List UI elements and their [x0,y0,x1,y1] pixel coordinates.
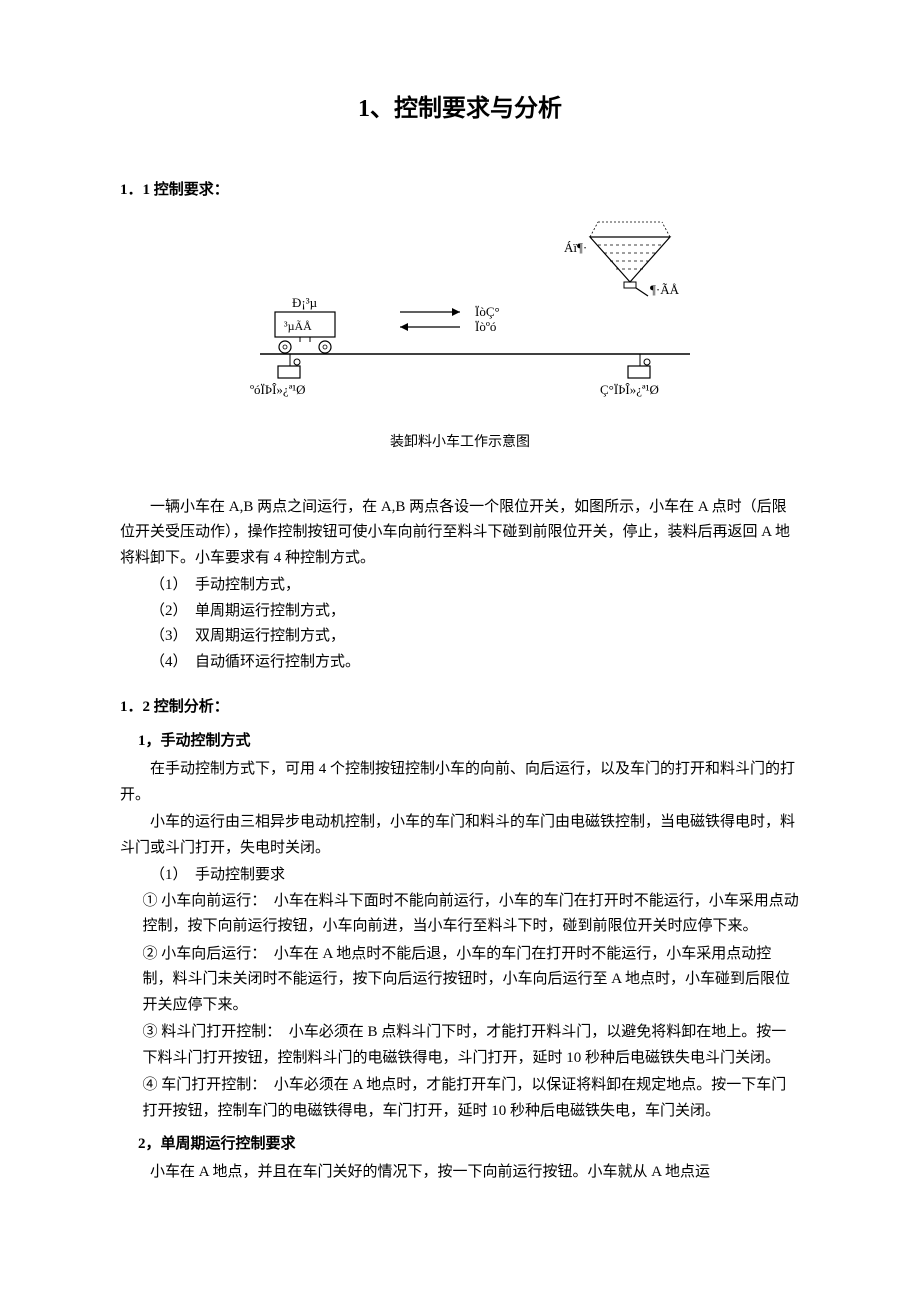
manual-para-1: 在手动控制方式下，可用 4 个控制按钮控制小车的向前、向后运行，以及车门的打开和… [120,757,800,808]
manual-item-3: ③ 料斗门打开控制： 小车必须在 B 点料斗门下时，才能打开料斗门，以避免将料卸… [120,1020,800,1071]
right-switch-label: Ç°ÏÞÎ»¿ª¹Ø [600,382,659,397]
cart-icon: ³µÃÅ [275,312,335,353]
manual-item-2: ② 小车向后运行： 小车在 A 地点时不能后退，小车的车门在打开时不能运行，小车… [120,942,800,1019]
manual-para-2: 小车的运行由三相异步电动机控制，小车的车门和料斗的车门由电磁铁控制，当电磁铁得电… [120,810,800,861]
right-limit-switch-icon [628,354,650,378]
page-title: 1、控制要求与分析 [120,90,800,128]
section-1-para-1: 一辆小车在 A,B 两点之间运行，在 A,B 两点各设一个限位开关，如图所示，小… [120,495,800,572]
cart-inside-label: ³µÃÅ [284,319,312,333]
diagram: Áï¶· ¶·ÃÅ ³µÃÅ Ð¡³µ ÏòÇ° Ïòºó [220,212,700,412]
diagram-caption: 装卸料小车工作示意图 [120,432,800,454]
single-cycle-heading: 2，单周期运行控制要求 [120,1132,800,1156]
mode-list-item-1: （1） 手动控制方式， [120,573,800,599]
mode-list-item-4: （4） 自动循环运行控制方式。 [120,650,800,676]
manual-item-4: ④ 车门打开控制： 小车必须在 A 地点时，才能打开车门，以保证将料卸在规定地点… [120,1073,800,1124]
mode-list-item-3: （3） 双周期运行控制方式， [120,624,800,650]
arrow-backward-icon [400,323,460,331]
section-1-heading: 1．1 控制要求： [120,178,800,202]
arrow-forward-icon [400,308,460,316]
mode-list-item-2: （2） 单周期运行控制方式， [120,599,800,625]
hopper-right-label: ¶·ÃÅ [650,282,680,297]
arrow-forward-label: ÏòÇ° [475,304,500,319]
cart-top-label: Ð¡³µ [292,295,318,310]
single-cycle-para-1: 小车在 A 地点，并且在车门关好的情况下，按一下向前运行按钮。小车就从 A 地点… [120,1160,800,1186]
arrow-backward-label: Ïòºó [475,319,496,334]
left-limit-switch-icon [278,354,300,378]
section-2-heading: 1．2 控制分析： [120,695,800,719]
hopper-left-label: Áï¶· [564,240,587,255]
manual-mode-heading: 1，手动控制方式 [120,729,800,753]
manual-item-1: ① 小车向前运行： 小车在料斗下面时不能向前运行，小车的车门在打开时不能运行，小… [120,889,800,940]
manual-req-heading: （1） 手动控制要求 [120,863,800,889]
left-switch-label: ºóÏÞÎ»¿ª¹Ø [250,382,306,397]
